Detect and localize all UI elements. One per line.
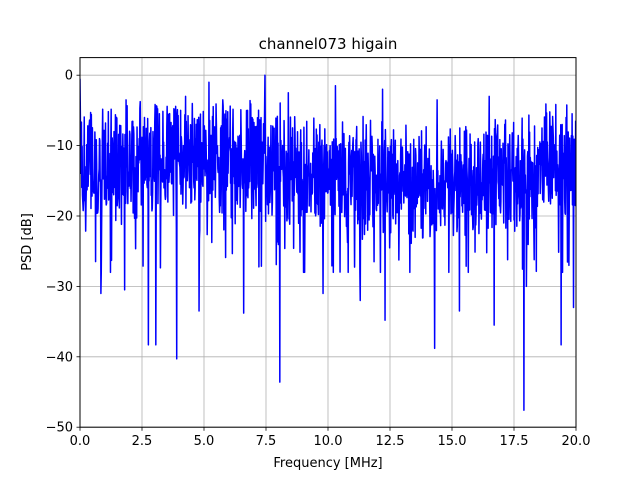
y-tick-label: −30: [46, 280, 73, 295]
x-tick-label: 17.5: [500, 434, 529, 449]
psd-series-line: [80, 74, 576, 412]
y-tick-label: −50: [46, 421, 73, 436]
series-group: [80, 74, 576, 412]
x-axis: 0.0 2.5 5.0 7.5 10.0 12.5 15.0 17.5 20.0: [70, 427, 591, 449]
x-tick-label: 12.5: [376, 434, 405, 449]
x-tick-label: 7.5: [256, 434, 277, 449]
y-axis: 0 −10 −20 −30 −40 −50: [46, 69, 80, 436]
x-tick-label: 15.0: [438, 434, 467, 449]
y-tick-label: −20: [46, 210, 73, 225]
y-tick-label: −40: [46, 350, 73, 365]
x-tick-label: 10.0: [314, 434, 343, 449]
y-axis-label: PSD [dB]: [20, 213, 35, 271]
x-tick-label: 20.0: [562, 434, 591, 449]
x-axis-label: Frequency [MHz]: [273, 456, 382, 471]
chart-title: channel073 higain: [259, 35, 398, 53]
y-tick-label: −10: [46, 139, 73, 154]
x-tick-label: 0.0: [70, 434, 91, 449]
y-tick-label: 0: [65, 69, 73, 84]
x-tick-label: 2.5: [132, 434, 153, 449]
x-tick-label: 5.0: [194, 434, 215, 449]
